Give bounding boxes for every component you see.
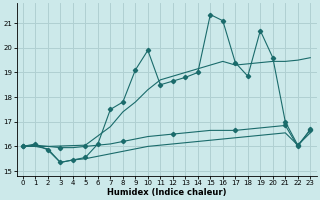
- X-axis label: Humidex (Indice chaleur): Humidex (Indice chaleur): [107, 188, 226, 197]
